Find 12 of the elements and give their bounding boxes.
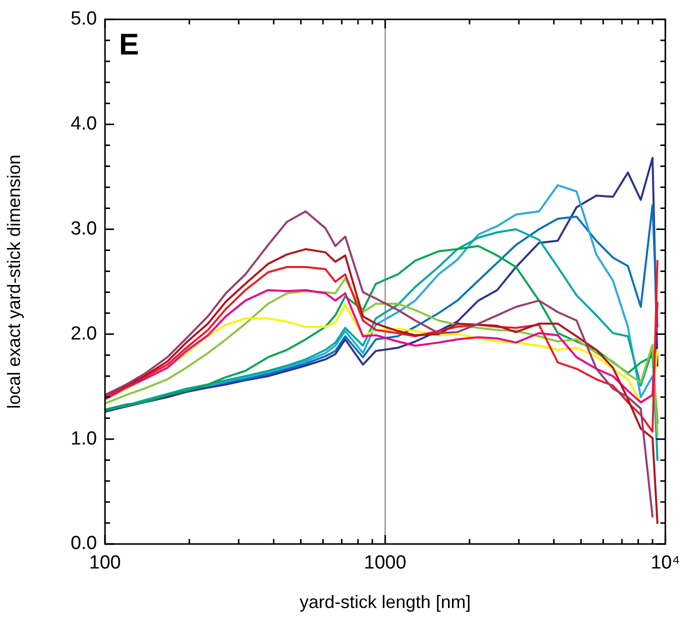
y-tick-label: 2.0 [70,323,97,344]
x-tick-label: 100 [89,552,121,574]
y-tick-label: 3.0 [70,218,97,240]
x-tick-label: 1000 [364,552,406,574]
y-tick-label: 5.0 [70,8,97,30]
x-axis-title: yard-stick length [nm] [300,592,471,612]
x-tick-label: 10⁴ [650,552,680,574]
y-tick-label: 0.0 [70,533,97,554]
annotation: E [119,28,140,62]
y-tick-label: 1.0 [70,428,97,450]
y-axis-title: local exact yard-stick dimension [4,154,24,409]
y-tick-label: 4.0 [70,114,97,135]
